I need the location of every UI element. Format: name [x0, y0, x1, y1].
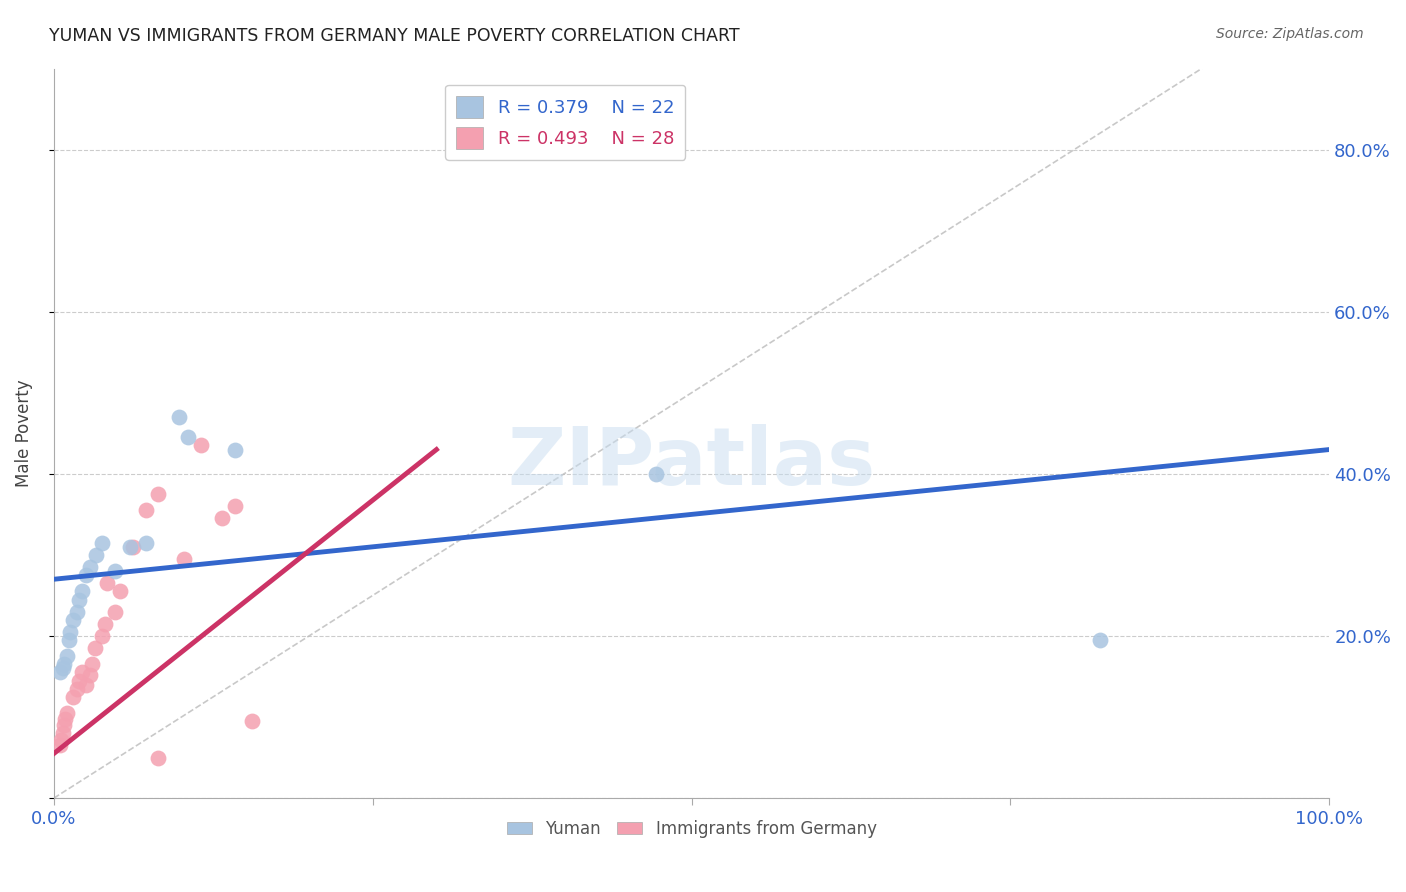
Text: Source: ZipAtlas.com: Source: ZipAtlas.com — [1216, 27, 1364, 41]
Point — [55, 706, 77, 720]
Point — [55, 649, 77, 664]
Point — [135, 535, 157, 549]
Point — [82, 657, 104, 672]
Point — [75, 678, 97, 692]
Point — [66, 681, 89, 696]
Point — [52, 661, 75, 675]
Point — [104, 605, 127, 619]
Point — [59, 624, 82, 639]
Point — [173, 552, 195, 566]
Point — [211, 511, 233, 525]
Point — [644, 467, 666, 481]
Point — [83, 641, 105, 656]
Point — [120, 540, 142, 554]
Point — [79, 668, 101, 682]
Point — [51, 732, 73, 747]
Point — [96, 576, 118, 591]
Text: YUMAN VS IMMIGRANTS FROM GERMANY MALE POVERTY CORRELATION CHART: YUMAN VS IMMIGRANTS FROM GERMANY MALE PO… — [49, 27, 740, 45]
Point — [58, 633, 80, 648]
Y-axis label: Male Poverty: Male Poverty — [15, 379, 32, 487]
Point — [67, 592, 90, 607]
Point — [79, 560, 101, 574]
Point — [52, 726, 75, 740]
Point — [224, 442, 246, 457]
Point — [67, 673, 90, 688]
Point — [75, 568, 97, 582]
Point — [94, 616, 117, 631]
Point — [104, 564, 127, 578]
Point — [53, 718, 76, 732]
Point — [135, 503, 157, 517]
Point — [1088, 633, 1111, 648]
Point — [49, 739, 72, 753]
Point — [122, 540, 145, 554]
Point — [190, 438, 212, 452]
Point — [70, 665, 93, 680]
Point — [62, 690, 84, 704]
Point — [240, 714, 263, 728]
Legend: Yuman, Immigrants from Germany: Yuman, Immigrants from Germany — [501, 814, 883, 845]
Point — [66, 605, 89, 619]
Point — [224, 500, 246, 514]
Point — [53, 657, 76, 672]
Point — [49, 665, 72, 680]
Point — [108, 584, 131, 599]
Point — [53, 712, 76, 726]
Point — [84, 548, 107, 562]
Text: ZIPatlas: ZIPatlas — [508, 424, 876, 501]
Point — [148, 487, 170, 501]
Point — [167, 410, 190, 425]
Point — [148, 750, 170, 764]
Point — [62, 613, 84, 627]
Point — [91, 535, 114, 549]
Point — [177, 430, 200, 444]
Point — [70, 584, 93, 599]
Point — [91, 629, 114, 643]
